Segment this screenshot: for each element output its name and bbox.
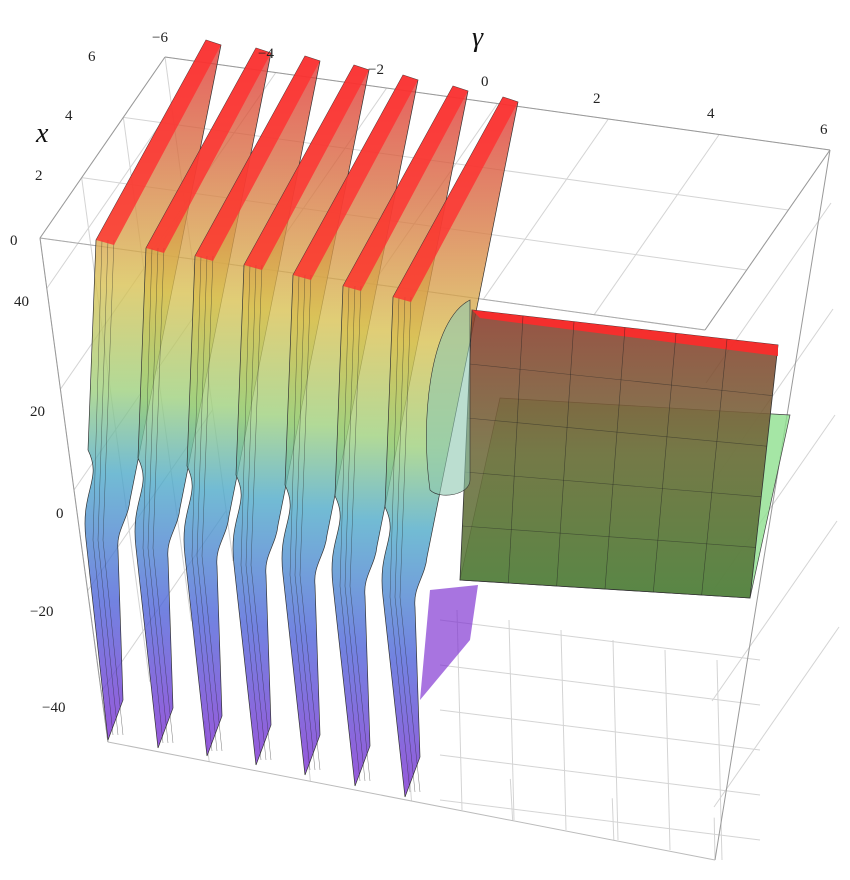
grid-line <box>439 754 761 796</box>
grid-line <box>611 798 615 841</box>
gamma-tick: −2 <box>368 62 384 78</box>
gamma-tick: 0 <box>481 74 489 90</box>
surface-mesh-line <box>556 321 575 587</box>
grid-line <box>713 817 716 861</box>
surface-fin-top <box>195 56 320 261</box>
surface-mesh-line <box>389 296 411 793</box>
box-edge <box>704 149 831 331</box>
tick-labels: −6 −4 −2 0 2 4 6 0 2 4 6 40 20 0 −20 −40 <box>10 30 828 716</box>
grid-line <box>439 619 761 661</box>
surface-fin-top <box>393 97 518 302</box>
surface-fin-top <box>343 86 468 291</box>
gamma-axis-label: γ <box>472 22 484 53</box>
grid-line <box>593 134 720 315</box>
x-axis-label: x <box>35 118 49 149</box>
surface-low-region <box>420 585 478 700</box>
grid-line <box>664 649 671 851</box>
x-tick: 4 <box>65 108 73 124</box>
surface-flat-top-edge <box>472 310 778 356</box>
box-edge <box>714 149 831 861</box>
surface-transition <box>426 299 471 496</box>
surface-mesh-line <box>604 327 626 590</box>
box-edge <box>39 56 166 239</box>
grid-line <box>439 664 761 706</box>
grid-line <box>711 520 838 702</box>
box-edge <box>164 56 831 151</box>
surface-mesh-line <box>464 471 762 498</box>
grid-line <box>612 639 619 841</box>
z-tick: 40 <box>14 294 29 310</box>
grid-line <box>713 626 840 808</box>
gamma-tick: 4 <box>707 106 715 122</box>
surface-mesh-line <box>92 239 114 736</box>
x-tick: 2 <box>35 168 43 184</box>
bounding-box <box>39 56 831 861</box>
surface-mesh-line <box>462 525 756 548</box>
gamma-tick: 2 <box>593 91 601 107</box>
surface-mesh-line <box>467 417 767 447</box>
surface <box>84 39 791 798</box>
z-tick: −20 <box>30 604 53 620</box>
z-tick: −40 <box>42 700 65 716</box>
z-tick: 20 <box>30 404 45 420</box>
surface-mesh-line <box>399 296 421 793</box>
surface-mesh-line <box>152 247 174 744</box>
x-tick: 0 <box>10 233 18 249</box>
surface-mesh-line <box>349 285 371 782</box>
surface-mesh-line <box>245 264 267 761</box>
surface-mesh-line <box>196 255 218 752</box>
x-tick: 6 <box>88 49 96 65</box>
gamma-tick: −6 <box>152 30 168 46</box>
surface-mesh-line <box>294 274 316 771</box>
surface-fin-top <box>293 75 418 280</box>
surface-flat-sheet <box>459 309 779 599</box>
gamma-tick: 6 <box>820 122 828 138</box>
surface-mesh-line <box>201 255 223 752</box>
surface-mesh-line <box>344 285 366 782</box>
surface-mesh-line <box>339 285 361 782</box>
surface-mesh-line <box>701 339 728 596</box>
surface-mesh-line <box>289 274 311 771</box>
grid-line <box>508 619 515 821</box>
surface-mesh-line <box>653 333 677 593</box>
surface-mesh-line <box>147 247 169 744</box>
surface-mesh-line <box>191 255 213 752</box>
surface-fin-top <box>96 40 221 245</box>
surface-mesh-line <box>394 296 416 793</box>
surface-mesh-line <box>240 264 262 761</box>
z-tick: 0 <box>56 506 64 522</box>
surface-mesh-line <box>142 247 164 744</box>
surface-mesh-line <box>508 315 524 584</box>
grid-line <box>439 799 761 841</box>
surface-mesh-line <box>299 274 321 771</box>
grid-line <box>716 659 723 861</box>
grid-line <box>439 709 761 751</box>
grid-line <box>46 107 173 289</box>
box-edge <box>39 237 109 743</box>
grid-line <box>509 778 514 821</box>
surface-mesh-line <box>250 264 272 761</box>
surface-mesh-line <box>469 363 773 396</box>
surface-fin-top <box>244 65 369 270</box>
surface-fin-top <box>146 48 271 253</box>
box-edge <box>107 741 716 861</box>
grid-line <box>560 629 567 831</box>
grid-line <box>482 118 609 300</box>
surface-mesh-line <box>97 239 119 736</box>
gamma-tick: −4 <box>258 46 274 62</box>
surface-mesh-line <box>102 239 124 736</box>
